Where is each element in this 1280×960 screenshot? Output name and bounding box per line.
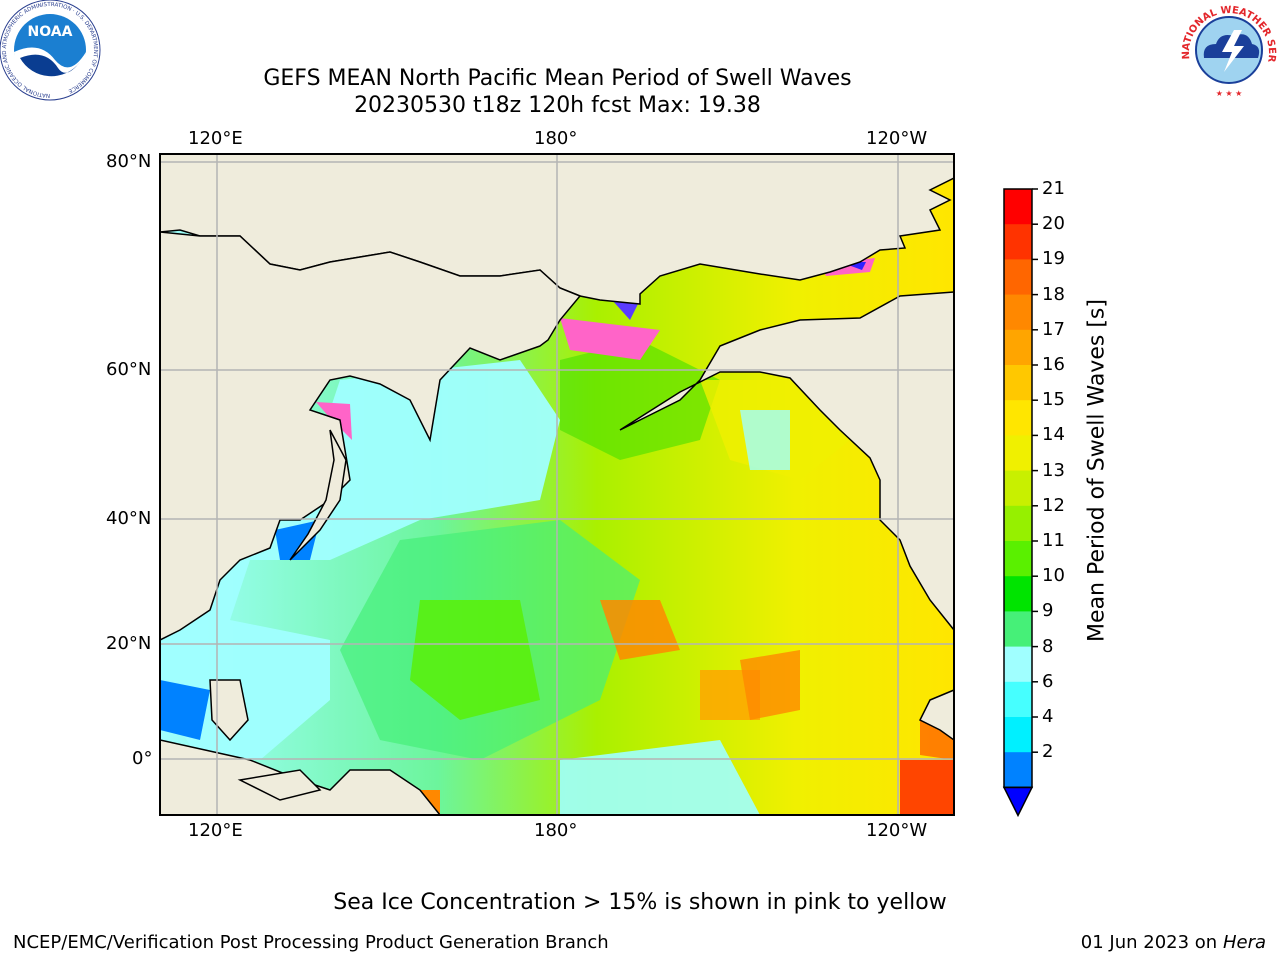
colorbar-swatch <box>1004 470 1032 507</box>
sea-ice-note: Sea Ice Concentration > 15% is shown in … <box>333 890 947 915</box>
colorbar-tick-label: 12 <box>1042 494 1065 516</box>
nws-logo: NATIONAL WEATHER SERVICE ★ ★ ★ <box>1178 0 1277 98</box>
colorbar-swatch <box>1004 611 1032 648</box>
colorbar-tick-label: 2 <box>1042 741 1054 763</box>
cyan-region <box>160 360 560 760</box>
lon-label-bottom-120e: 120°E <box>188 820 243 841</box>
colorbar-swatch <box>1004 224 1032 260</box>
colorbar-swatch <box>1004 576 1032 612</box>
colorbar-tick-label: 13 <box>1042 459 1065 481</box>
lon-label-bottom-120w: 120°W <box>866 820 928 841</box>
colorbar-swatch <box>1004 329 1032 366</box>
colorbar-tick-label: 4 <box>1042 706 1054 727</box>
lon-label-bottom-180: 180° <box>534 820 578 841</box>
footer-right: 01 Jun 2023 on Hera <box>1081 932 1266 953</box>
footer-host: Hera <box>1222 932 1266 953</box>
lon-label-top-180: 180° <box>534 128 578 149</box>
colorbar-swatch <box>1004 365 1032 401</box>
colorbar-tick-label: 8 <box>1042 635 1054 657</box>
colorbar-swatch <box>1004 259 1032 296</box>
lat-label-20n: 20°N <box>106 633 152 654</box>
lat-label-0: 0° <box>132 748 153 769</box>
footer-left: NCEP/EMC/Verification Post Processing Pr… <box>13 932 609 953</box>
lat-label-80n: 80°N <box>106 151 152 172</box>
colorbar-tick-label: 19 <box>1042 248 1065 270</box>
svg-text:★ ★ ★: ★ ★ ★ <box>1216 89 1243 98</box>
colorbar-tick-label: 6 <box>1042 670 1054 692</box>
colorbar-swatch <box>1004 294 1032 331</box>
noaa-logo-text: NOAA <box>28 24 73 40</box>
colorbar-tick-label: 9 <box>1042 600 1054 622</box>
page-subtitle: 20230530 t18z 120h fcst Max: 19.38 <box>354 93 761 118</box>
colorbar-tick-label: 20 <box>1042 213 1065 235</box>
colorbar-swatch <box>1004 435 1032 472</box>
colorbar-frame <box>1003 188 1033 789</box>
page-title: GEFS MEAN North Pacific Mean Period of S… <box>263 66 852 91</box>
colorbar-tick-label: 16 <box>1042 354 1065 375</box>
lat-label-40n: 40°N <box>106 508 152 529</box>
noaa-logo: NOAA NATIONAL OCEANIC AND ATMOSPHERIC AD… <box>0 0 101 101</box>
colorbar-swatch <box>1004 505 1032 542</box>
lon-label-top-120w: 120°W <box>866 128 928 149</box>
map-frame <box>159 153 955 816</box>
colorbar-swatch <box>1004 541 1032 577</box>
colorbar <box>1002 188 1038 818</box>
colorbar-tick-label: 14 <box>1042 424 1065 446</box>
footer-date: 01 Jun 2023 on <box>1080 932 1218 953</box>
colorbar-tick-label: 21 <box>1042 178 1065 199</box>
colorbar-swatch <box>1004 189 1032 225</box>
colorbar-label: Mean Period of Swell Waves [s] <box>1084 299 1110 642</box>
colorbar-swatch <box>1004 717 1032 753</box>
colorbar-swatch <box>1004 681 1032 718</box>
colorbar-tick-label: 15 <box>1042 389 1065 411</box>
colorbar-swatch <box>1004 752 1032 788</box>
colorbar-tick-label: 18 <box>1042 283 1065 305</box>
lon-label-top-120e: 120°E <box>188 128 243 149</box>
colorbar-tick-label: 11 <box>1042 530 1065 551</box>
colorbar-tick-label: 10 <box>1042 565 1065 587</box>
colorbar-tick-label: 17 <box>1042 318 1065 340</box>
colorbar-swatch <box>1004 646 1032 683</box>
colorbar-under-arrow <box>1002 786 1034 818</box>
graticule <box>160 154 954 815</box>
lat-label-60n: 60°N <box>106 359 152 380</box>
colorbar-swatch <box>1004 400 1032 436</box>
